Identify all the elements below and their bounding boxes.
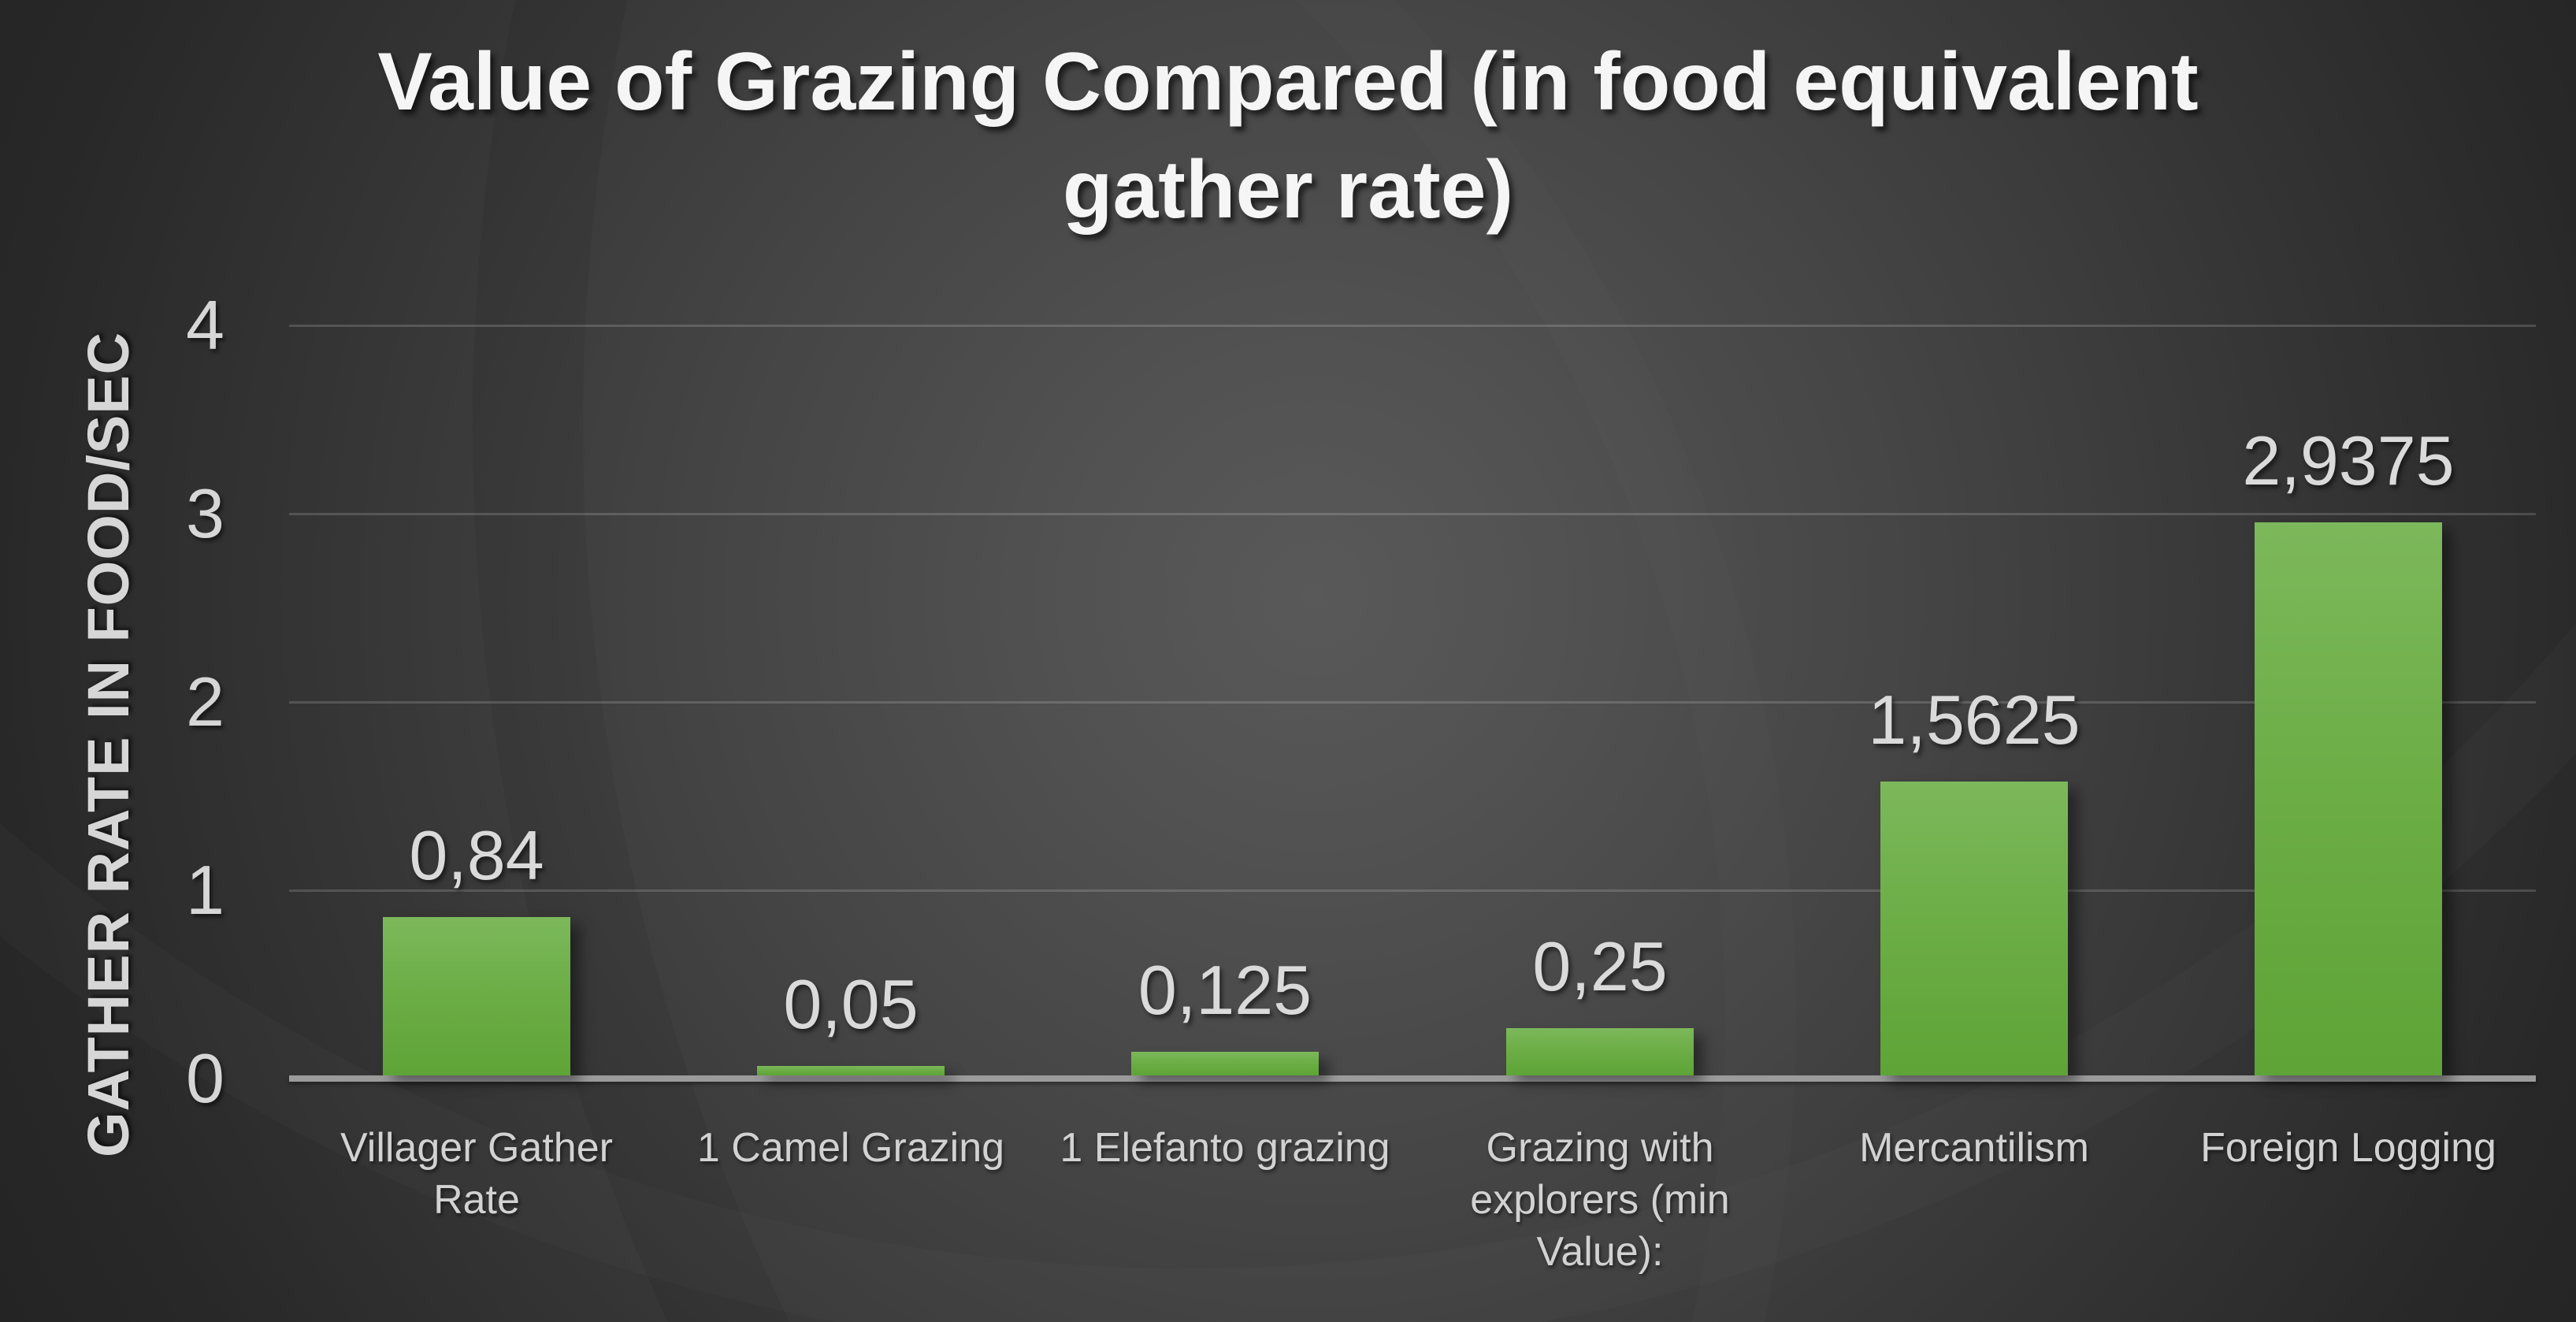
bar-value-label: 0,125 bbox=[1138, 951, 1312, 1029]
x-axis-line bbox=[289, 1075, 2536, 1082]
bar bbox=[383, 917, 570, 1075]
x-category-label: Grazing with explorers (min Value): bbox=[1470, 1125, 1730, 1276]
bar bbox=[1131, 1052, 1319, 1075]
x-category-label: Foreign Logging bbox=[2200, 1125, 2496, 1171]
chart-title: Value of Grazing Compared (in food equiv… bbox=[377, 36, 2199, 236]
x-category-label: 1 Elefanto grazing bbox=[1060, 1125, 1390, 1171]
y-gridline bbox=[289, 325, 2536, 327]
bar bbox=[1880, 782, 2068, 1075]
y-tick-label: 0 bbox=[186, 1039, 225, 1117]
y-tick-label: 3 bbox=[186, 474, 225, 552]
bar-value-label: 0,25 bbox=[1532, 927, 1668, 1005]
y-tick-label: 4 bbox=[186, 286, 225, 364]
bar-value-label: 0,05 bbox=[783, 965, 919, 1043]
x-category-label: Mercantilism bbox=[1859, 1125, 2089, 1171]
y-gridline bbox=[289, 513, 2536, 515]
bar bbox=[757, 1066, 945, 1075]
bar-value-label: 2,9375 bbox=[2242, 421, 2455, 499]
y-tick-label: 2 bbox=[186, 663, 225, 741]
bar bbox=[2255, 522, 2442, 1075]
x-category-label: Villager Gather Rate bbox=[340, 1125, 613, 1224]
y-tick-label: 1 bbox=[186, 851, 225, 929]
x-category-label: 1 Camel Grazing bbox=[696, 1125, 1005, 1171]
bar-value-label: 1,5625 bbox=[1868, 681, 2080, 759]
bar-value-label: 0,84 bbox=[409, 816, 544, 894]
y-gridline bbox=[289, 889, 2536, 892]
bar bbox=[1506, 1028, 1694, 1075]
y-gridline bbox=[289, 701, 2536, 704]
